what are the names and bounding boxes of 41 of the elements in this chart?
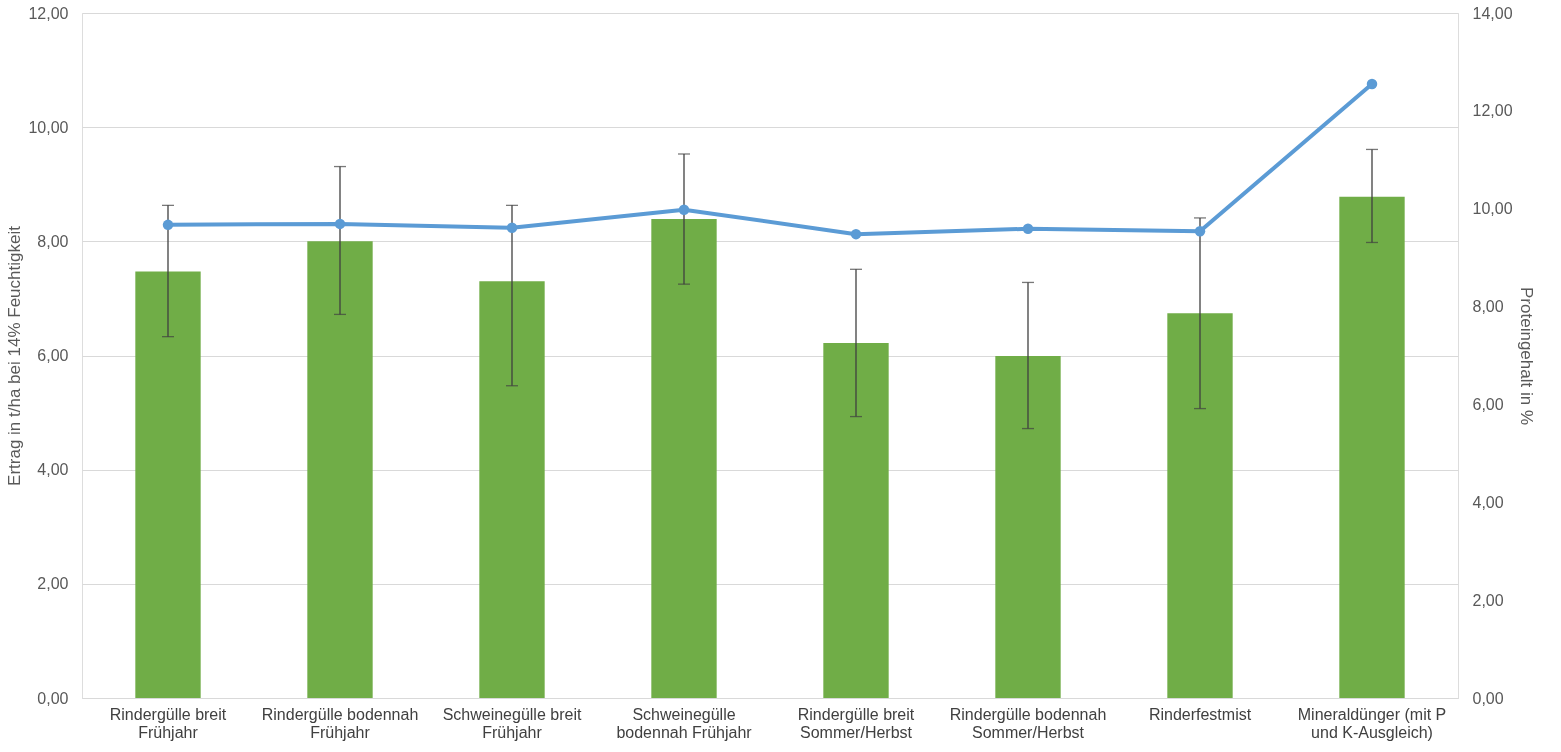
point	[506, 222, 518, 234]
bar	[1339, 196, 1405, 698]
bar	[307, 241, 373, 698]
x-tick-label: Mineraldünger (mit P und K-Ausgleich)	[1297, 705, 1447, 741]
x-tick-label: Rindergülle bodennah Frühjahr	[261, 705, 419, 741]
bar	[135, 271, 201, 698]
bar	[651, 219, 717, 698]
point	[1194, 225, 1206, 237]
x-tick-label: Schweinegülle bodennah Frühjahr	[616, 705, 753, 741]
y-tick-label: 2,00	[37, 575, 69, 593]
y-tick-label: 8,00	[37, 232, 69, 250]
y2-tick-label: 8,00	[1472, 298, 1504, 316]
y2-tick-label: 2,00	[1472, 591, 1504, 609]
bar	[995, 356, 1061, 698]
y2-tick-label: 0,00	[1472, 689, 1504, 707]
bar	[823, 342, 889, 698]
point	[1022, 223, 1034, 235]
point	[1366, 78, 1378, 90]
x-tick-label: Schweinegülle breit Frühjahr	[442, 705, 582, 741]
point	[162, 219, 174, 231]
y-tick-label: 6,00	[37, 347, 69, 364]
bar	[1167, 313, 1233, 698]
y-tick-label: 0,00	[37, 689, 69, 707]
y2-tick-label: 14,00	[1472, 4, 1513, 22]
x-tick-label: Rinderfestmist	[1148, 705, 1252, 723]
y2-axis-title: Proteingehalt in %	[1516, 287, 1536, 425]
y2-tick-label: 4,00	[1472, 493, 1504, 511]
y2-tick-label: 10,00	[1472, 200, 1513, 218]
y2-tick-label: 12,00	[1472, 102, 1513, 120]
bar	[479, 281, 545, 698]
x-tick-label: Rindergülle breit Sommer/Herbst	[797, 705, 915, 741]
y2-tick-label: 6,00	[1472, 395, 1504, 413]
y-tick-label: 12,00	[28, 4, 69, 22]
x-tick-label: Rindergülle bodennah Sommer/Herbst	[949, 705, 1107, 741]
y-tick-label: 4,00	[37, 461, 69, 479]
y-tick-label: 10,00	[28, 118, 69, 136]
x-tick-label: Rindergülle breit Frühjahr	[109, 705, 227, 741]
y-axis-title: Ertrag in t/ha bei 14% Feuchtigkeit	[5, 225, 25, 486]
point	[850, 228, 862, 240]
point	[334, 218, 346, 230]
point	[678, 204, 690, 215]
